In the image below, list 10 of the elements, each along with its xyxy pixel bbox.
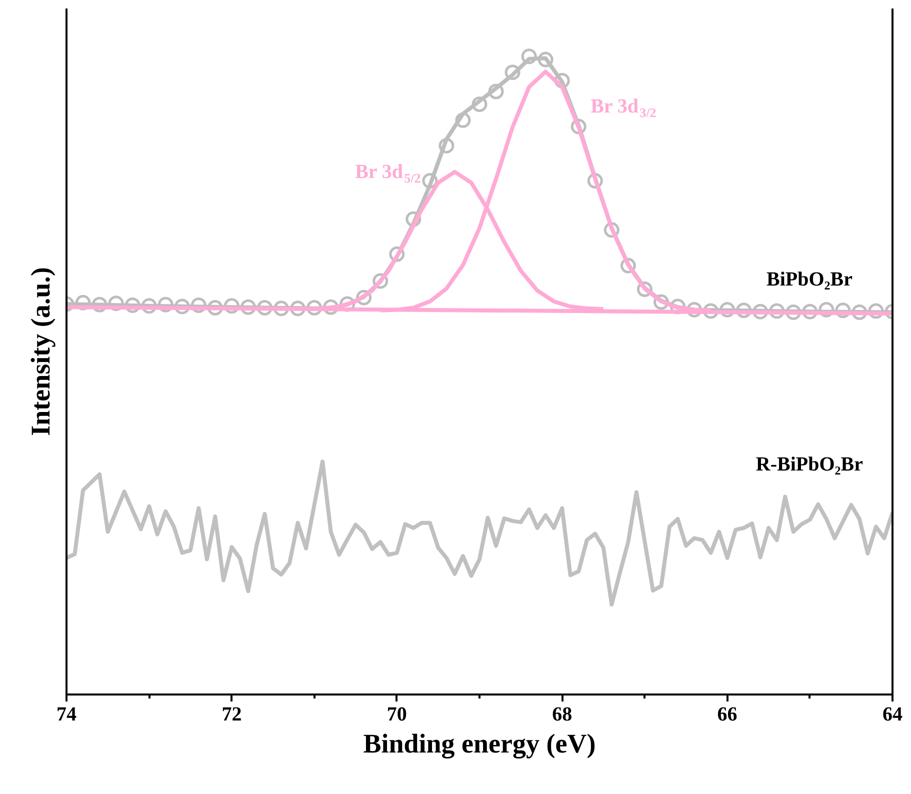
series-label: R-BiPbO₂Br	[756, 454, 864, 476]
x-tick-label: 70	[386, 704, 407, 726]
x-tick-label: 66	[717, 704, 738, 726]
x-tick-label: 72	[222, 704, 242, 726]
x-tick-label: 64	[882, 704, 902, 726]
series-label: BiPbO₂Br	[766, 268, 853, 291]
y-axis-title: Intensity (a.u.)	[26, 267, 56, 436]
x-axis-title: Binding energy (eV)	[363, 728, 596, 758]
x-tick-label: 74	[56, 704, 76, 726]
x-tick-label: 68	[552, 704, 572, 726]
